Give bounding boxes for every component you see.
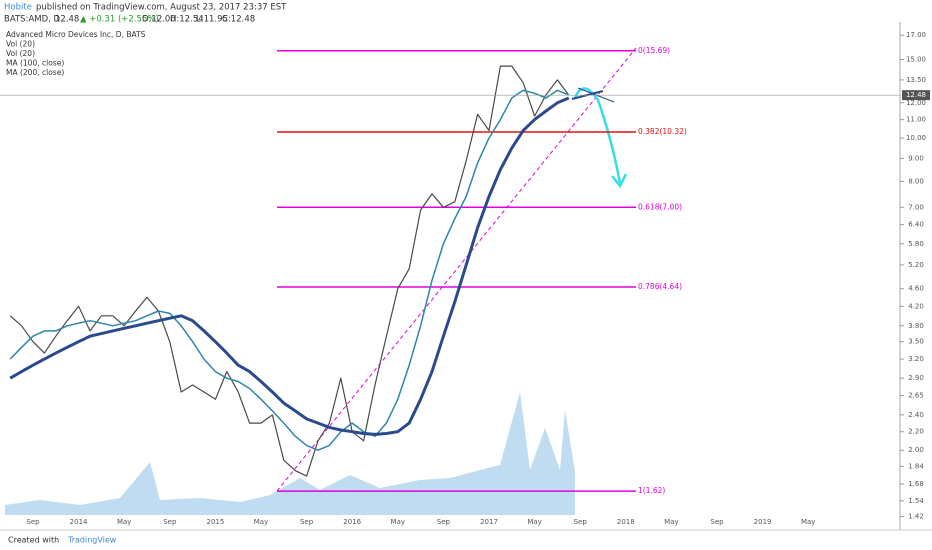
y-tick-label: 7.00 bbox=[908, 203, 924, 211]
x-tick-label: Sep bbox=[710, 518, 724, 526]
author: Hobite bbox=[4, 3, 32, 13]
x-tick-label: May bbox=[527, 518, 541, 526]
y-tick-label: 15.00 bbox=[906, 55, 926, 63]
ohlc: O:12.00 bbox=[142, 15, 176, 25]
y-tick-label: 4.20 bbox=[908, 302, 924, 310]
x-tick-label: Sep bbox=[574, 518, 588, 526]
y-tick-label: 1.42 bbox=[908, 513, 924, 521]
legend-entry: MA (100, close) bbox=[6, 59, 64, 68]
x-tick-label: 2018 bbox=[617, 518, 635, 526]
y-tick-label: 1.54 bbox=[908, 497, 924, 505]
price-line bbox=[9, 96, 570, 436]
y-tick-label: 13.50 bbox=[906, 76, 926, 84]
y-tick-label: 2.20 bbox=[908, 428, 924, 436]
published: published on TradingView.com, August 23,… bbox=[36, 3, 287, 13]
ohlc: L:11.95 bbox=[196, 15, 228, 25]
y-tick-label: 2.00 bbox=[908, 446, 924, 454]
x-tick-label: Sep bbox=[26, 518, 40, 526]
y-tick-label: 5.20 bbox=[908, 261, 924, 269]
y-tick-label: 1.84 bbox=[908, 462, 924, 470]
last-price-box bbox=[902, 90, 930, 101]
y-tick-label: 3.20 bbox=[908, 355, 924, 363]
x-tick-label: 2019 bbox=[754, 518, 772, 526]
y-tick-label: 8.00 bbox=[908, 177, 924, 185]
price-line bbox=[9, 89, 570, 451]
y-tick-label: 6.40 bbox=[908, 221, 924, 229]
volume-bars bbox=[5, 392, 575, 515]
y-tick-label: 9.00 bbox=[908, 155, 924, 163]
fib-label: 0.786(4.64) bbox=[638, 282, 682, 291]
x-tick-label: 2014 bbox=[70, 518, 88, 526]
x-tick-label: 2017 bbox=[480, 518, 498, 526]
arrow-head bbox=[611, 173, 628, 189]
x-tick-label: Sep bbox=[163, 518, 177, 526]
y-tick-label: 2.40 bbox=[908, 411, 924, 419]
ohlc: C:12.48 bbox=[222, 15, 255, 25]
fib-label: 1(1.62) bbox=[638, 486, 665, 495]
x-tick-label: Sep bbox=[300, 518, 314, 526]
legend-entry: MA (200, close) bbox=[6, 68, 64, 77]
y-tick-label: 17.00 bbox=[906, 31, 926, 39]
x-tick-label: May bbox=[801, 518, 815, 526]
x-tick-label: May bbox=[117, 518, 131, 526]
y-tick-label: 3.50 bbox=[908, 338, 924, 346]
y-tick-label: 10.00 bbox=[906, 134, 926, 142]
x-tick-label: May bbox=[391, 518, 405, 526]
x-tick-label: Sep bbox=[437, 518, 451, 526]
x-tick-label: May bbox=[254, 518, 268, 526]
y-tick-label: 12.00 bbox=[906, 99, 926, 107]
ohlc: H:12.54 bbox=[170, 15, 204, 25]
y-tick-label: 1.68 bbox=[908, 480, 924, 488]
footer-brand: TradingView bbox=[67, 536, 117, 545]
y-tick-label: 2.90 bbox=[908, 374, 924, 382]
legend-entry: Advanced Micro Devices Inc, D, BATS bbox=[6, 30, 146, 39]
fib-label: 0(15.69) bbox=[638, 46, 670, 55]
legend-entry: Vol (20) bbox=[6, 40, 35, 49]
last-price-label: 12.48 bbox=[906, 91, 926, 99]
footer-text: Created with bbox=[8, 536, 59, 545]
fib-label: 0.382(10.32) bbox=[638, 127, 687, 136]
header: Hobite published on TradingView.com, Aug… bbox=[4, 3, 287, 25]
price-line bbox=[9, 65, 570, 477]
y-tick-label: 2.65 bbox=[908, 392, 924, 400]
symbol: BATS:AMD, D bbox=[4, 15, 61, 25]
y-tick-label: 4.60 bbox=[908, 285, 924, 293]
x-tick-label: May bbox=[664, 518, 678, 526]
y-tick-label: 5.80 bbox=[908, 240, 924, 248]
change: ▲ +0.31 (+2.55%) bbox=[80, 15, 159, 25]
quote: 12.48 bbox=[55, 15, 79, 25]
y-tick-label: 11.00 bbox=[906, 116, 926, 124]
legend-entry: Vol (20) bbox=[6, 49, 35, 58]
x-tick-label: 2015 bbox=[206, 518, 224, 526]
y-tick-label: 3.80 bbox=[908, 322, 924, 330]
x-tick-label: 2016 bbox=[343, 518, 361, 526]
fib-label: 0.618(7.00) bbox=[638, 202, 682, 211]
